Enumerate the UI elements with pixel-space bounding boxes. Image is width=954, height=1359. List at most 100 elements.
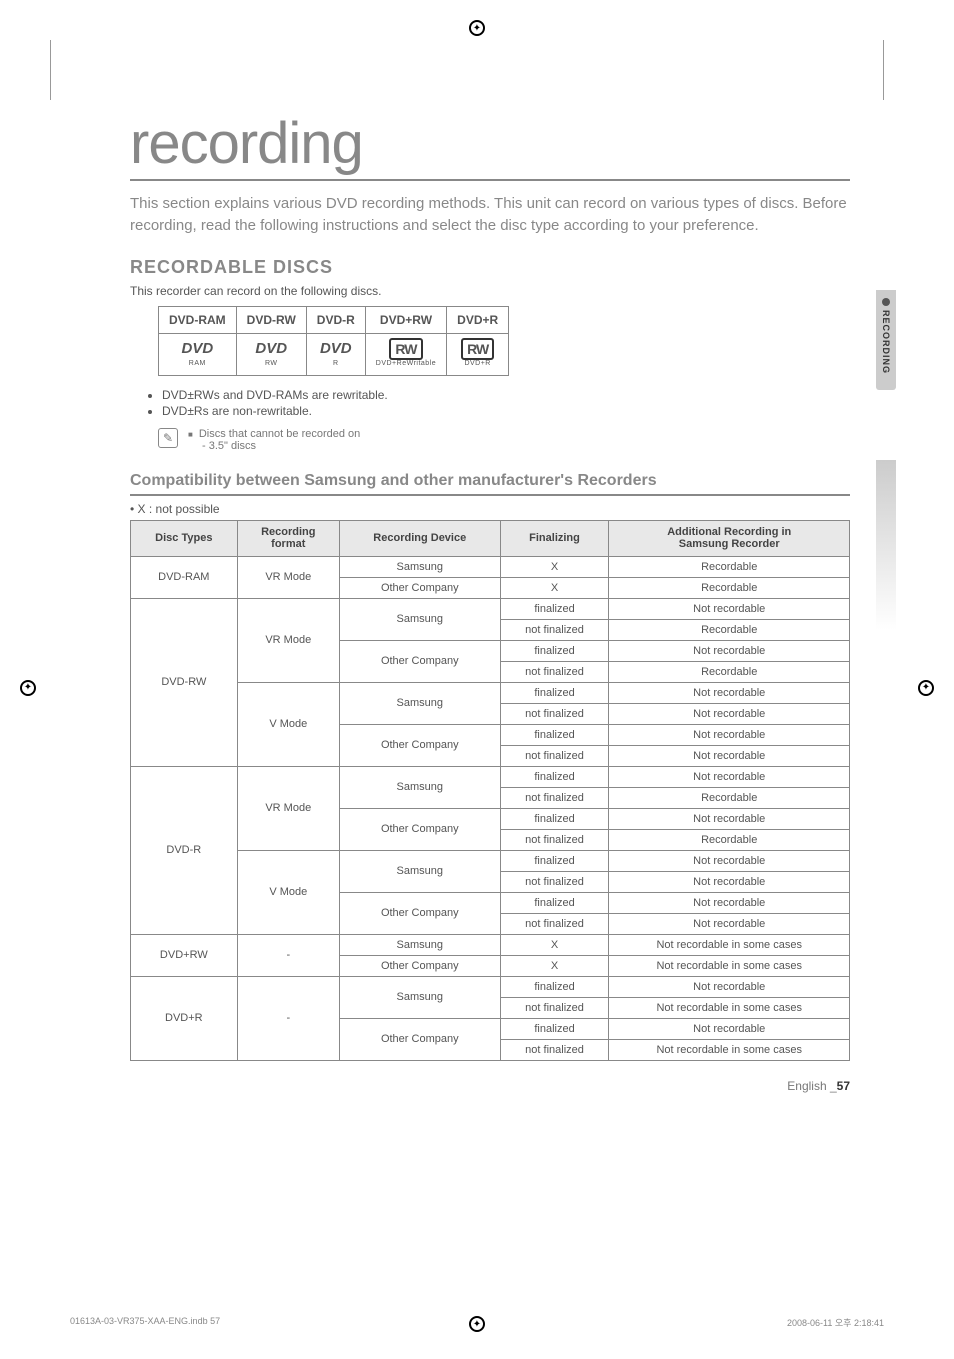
device-cell: Other Company (339, 640, 500, 682)
finalizing-cell: not finalized (500, 787, 609, 808)
additional-cell: Not recordable (609, 682, 850, 703)
finalizing-cell: finalized (500, 976, 609, 997)
page-footer: English _57 (130, 1079, 850, 1093)
additional-cell: Not recordable (609, 703, 850, 724)
format-cell: VR Mode (237, 556, 339, 598)
finalizing-cell: X (500, 934, 609, 955)
format-cell: V Mode (237, 682, 339, 766)
note-text: ■Discs that cannot be recorded on - 3.5"… (188, 428, 360, 452)
sidebar-fade (876, 460, 896, 630)
print-footer: 01613A-03-VR375-XAA-ENG.indb 57 2008-06-… (70, 1316, 884, 1329)
note-icon: ✎ (158, 428, 178, 448)
disc-header-cell: DVD+R (447, 306, 509, 333)
note-block: ✎ ■Discs that cannot be recorded on - 3.… (158, 428, 850, 452)
disc-header-cell: DVD-R (306, 306, 365, 333)
additional-cell: Recordable (609, 577, 850, 598)
crop-line-right (883, 40, 884, 100)
disc-header-cell: DVD+RW (365, 306, 446, 333)
finalizing-cell: not finalized (500, 913, 609, 934)
recordable-desc: This recorder can record on the followin… (130, 284, 850, 298)
additional-cell: Not recordable (609, 808, 850, 829)
compat-header-cell: Additional Recording inSamsung Recorder (609, 520, 850, 556)
compat-header-cell: Recordingformat (237, 520, 339, 556)
finalizing-cell: finalized (500, 766, 609, 787)
device-cell: Other Company (339, 724, 500, 766)
finalizing-cell: finalized (500, 724, 609, 745)
finalizing-cell: not finalized (500, 619, 609, 640)
additional-cell: Recordable (609, 619, 850, 640)
table-row: DVD-RVR ModeSamsungfinalizedNot recordab… (131, 766, 850, 787)
additional-cell: Not recordable (609, 640, 850, 661)
device-cell: Samsung (339, 556, 500, 577)
disc-logo-cell: DVDRW (236, 333, 306, 375)
device-cell: Other Company (339, 1018, 500, 1060)
device-cell: Other Company (339, 808, 500, 850)
disc-type-cell: DVD-R (131, 766, 238, 934)
disc-logos-table: DVD-RAMDVD-RWDVD-RDVD+RWDVD+R DVDRAMDVDR… (158, 306, 509, 376)
device-cell: Other Company (339, 577, 500, 598)
disc-type-cell: DVD-RAM (131, 556, 238, 598)
crop-mark-top (469, 20, 485, 36)
disc-logo-cell: RWDVD+ReWritable (365, 333, 446, 375)
additional-cell: Recordable (609, 661, 850, 682)
table-row: DVD-RWVR ModeSamsungfinalizedNot recorda… (131, 598, 850, 619)
disc-logo-cell: DVDR (306, 333, 365, 375)
finalizing-cell: finalized (500, 682, 609, 703)
bullet-list: DVD±RWs and DVD-RAMs are rewritable. DVD±… (162, 388, 850, 418)
finalizing-cell: not finalized (500, 1039, 609, 1060)
crop-mark-right (918, 680, 934, 696)
finalizing-cell: not finalized (500, 745, 609, 766)
finalizing-cell: finalized (500, 850, 609, 871)
finalizing-cell: not finalized (500, 703, 609, 724)
format-cell: V Mode (237, 850, 339, 934)
bullet-item: DVD±RWs and DVD-RAMs are rewritable. (162, 388, 850, 402)
additional-cell: Not recordable (609, 766, 850, 787)
page-content: recording This section explains various … (130, 110, 850, 1093)
additional-cell: Not recordable in some cases (609, 934, 850, 955)
disc-type-cell: DVD+RW (131, 934, 238, 976)
disc-type-cell: DVD-RW (131, 598, 238, 766)
finalizing-cell: X (500, 577, 609, 598)
subsection-heading: Compatibility between Samsung and other … (130, 472, 850, 496)
additional-cell: Not recordable (609, 745, 850, 766)
device-cell: Other Company (339, 892, 500, 934)
table-row: V ModeSamsungfinalizedNot recordable (131, 850, 850, 871)
disc-logo-cell: DVDRAM (159, 333, 237, 375)
footer-page-number: 57 (837, 1079, 850, 1093)
finalizing-cell: finalized (500, 808, 609, 829)
finalizing-cell: finalized (500, 640, 609, 661)
sidebar-dot-icon (882, 298, 890, 306)
additional-cell: Not recordable (609, 850, 850, 871)
format-cell: VR Mode (237, 598, 339, 682)
device-cell: Samsung (339, 934, 500, 955)
additional-cell: Not recordable (609, 1018, 850, 1039)
compatibility-table: Disc TypesRecordingformatRecording Devic… (130, 520, 850, 1061)
disc-type-cell: DVD+R (131, 976, 238, 1060)
crop-line-left (50, 40, 51, 100)
additional-cell: Not recordable (609, 976, 850, 997)
disc-header-cell: DVD-RAM (159, 306, 237, 333)
finalizing-cell: finalized (500, 598, 609, 619)
table-row: DVD-RAMVR ModeSamsungXRecordable (131, 556, 850, 577)
page-title: recording (130, 110, 850, 181)
table-row: V ModeSamsungfinalizedNot recordable (131, 682, 850, 703)
bullet-item: DVD±Rs are non-rewritable. (162, 404, 850, 418)
finalizing-cell: not finalized (500, 871, 609, 892)
additional-cell: Not recordable (609, 598, 850, 619)
finalizing-cell: not finalized (500, 829, 609, 850)
finalizing-cell: not finalized (500, 997, 609, 1018)
table-row: DVD+R-SamsungfinalizedNot recordable (131, 976, 850, 997)
device-cell: Samsung (339, 682, 500, 724)
additional-cell: Not recordable (609, 724, 850, 745)
additional-cell: Not recordable (609, 871, 850, 892)
sidebar-label: RECORDING (881, 310, 891, 374)
crop-mark-left (20, 680, 36, 696)
additional-cell: Not recordable in some cases (609, 997, 850, 1018)
format-cell: - (237, 976, 339, 1060)
note-line1: Discs that cannot be recorded on (199, 428, 360, 440)
additional-cell: Recordable (609, 829, 850, 850)
finalizing-cell: finalized (500, 1018, 609, 1039)
section-recordable-heading: RECORDABLE DISCS (130, 257, 850, 278)
finalizing-cell: not finalized (500, 661, 609, 682)
note-line2: - 3.5" discs (188, 440, 360, 452)
